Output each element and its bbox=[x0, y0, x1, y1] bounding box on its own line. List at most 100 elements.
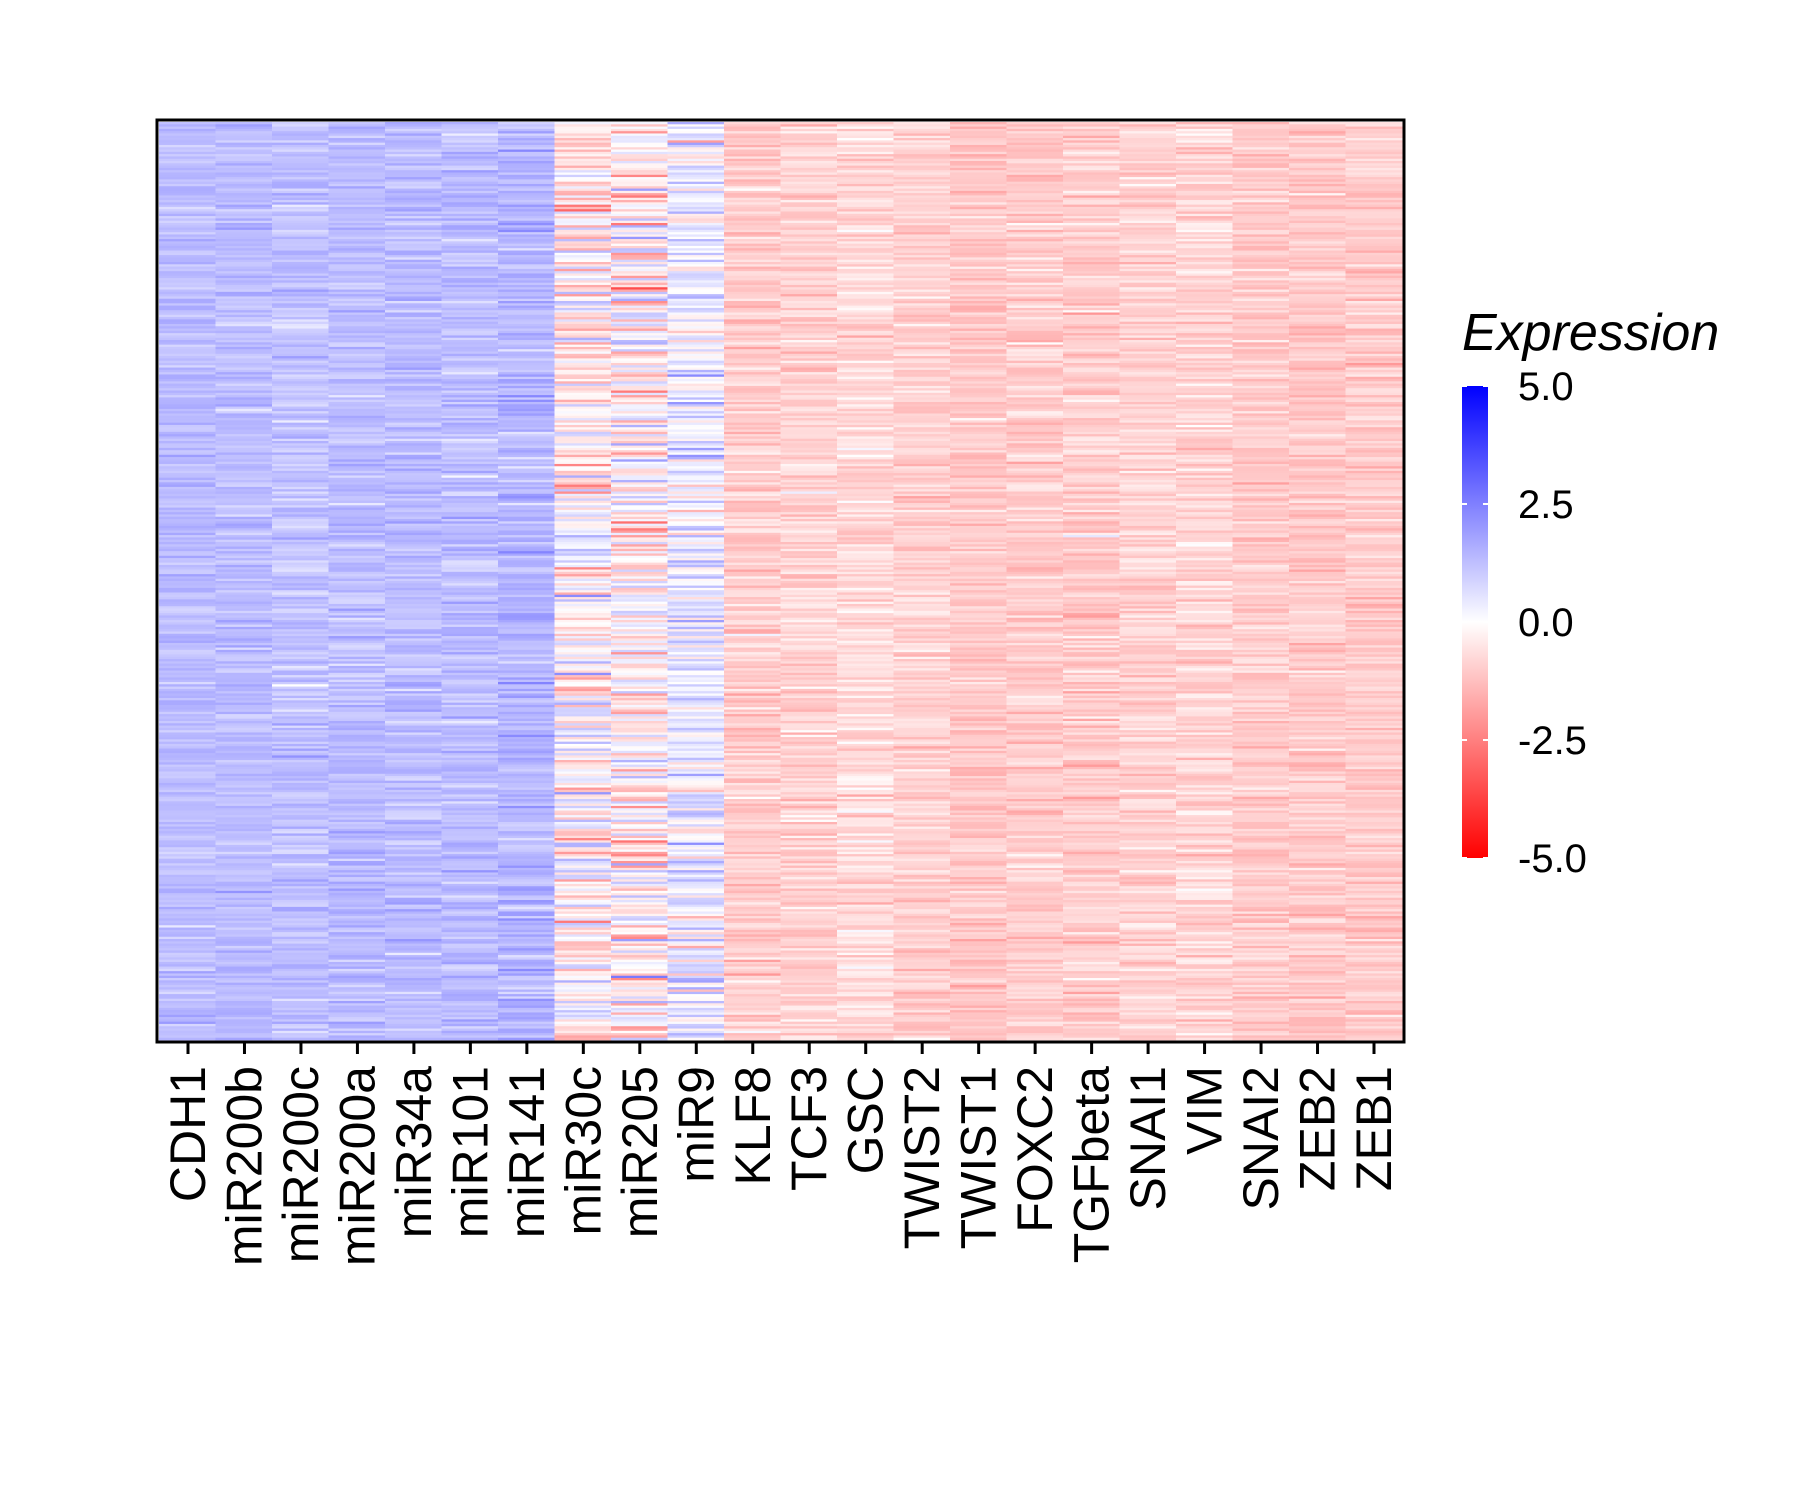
heatmap-cell bbox=[724, 250, 782, 254]
heatmap-cell bbox=[272, 879, 330, 883]
heatmap-cell bbox=[724, 484, 782, 488]
heatmap-cell bbox=[780, 156, 838, 160]
heatmap-cell bbox=[272, 702, 330, 706]
heatmap-cell bbox=[780, 594, 838, 598]
heatmap-cell bbox=[498, 606, 556, 609]
heatmap-cell bbox=[328, 659, 386, 662]
heatmap-cell bbox=[498, 335, 556, 339]
heatmap-cell bbox=[780, 626, 838, 630]
heatmap-cell bbox=[667, 450, 725, 453]
heatmap-cell bbox=[385, 452, 443, 456]
heatmap-cell bbox=[780, 424, 838, 428]
heatmap-cell bbox=[724, 507, 782, 511]
heatmap-cell bbox=[611, 631, 669, 635]
heatmap-cell bbox=[385, 721, 443, 724]
heatmap-cell bbox=[328, 592, 386, 596]
heatmap-cell bbox=[724, 466, 782, 469]
heatmap-cell bbox=[554, 851, 612, 855]
heatmap-cell bbox=[328, 964, 386, 967]
heatmap-cell bbox=[385, 851, 443, 855]
heatmap-cell bbox=[611, 401, 669, 405]
heatmap-cell bbox=[554, 1037, 612, 1041]
heatmap-cell bbox=[272, 918, 330, 922]
heatmap-cell bbox=[385, 780, 443, 784]
heatmap-cell bbox=[554, 932, 612, 935]
heatmap-cell bbox=[780, 122, 838, 125]
heatmap-cell bbox=[385, 250, 443, 254]
heatmap-cell bbox=[215, 457, 273, 460]
heatmap-cell bbox=[837, 197, 895, 201]
heatmap-cell bbox=[611, 1000, 669, 1004]
heatmap-cell bbox=[272, 525, 330, 529]
heatmap-cell bbox=[441, 567, 499, 570]
heatmap-cell bbox=[498, 922, 556, 926]
heatmap-cell bbox=[837, 323, 895, 327]
heatmap-cell bbox=[272, 555, 330, 559]
heatmap-cell bbox=[667, 418, 725, 421]
heatmap-cell bbox=[328, 640, 386, 644]
heatmap-cell bbox=[837, 186, 895, 189]
heatmap-cell bbox=[159, 138, 217, 141]
heatmap-cell bbox=[554, 601, 612, 605]
heatmap-cell bbox=[554, 337, 612, 341]
heatmap-cell bbox=[385, 927, 443, 931]
heatmap-cell bbox=[554, 317, 612, 320]
heatmap-cell bbox=[215, 778, 273, 782]
heatmap-cell bbox=[272, 541, 330, 545]
heatmap-cell bbox=[554, 578, 612, 582]
heatmap-cell bbox=[667, 213, 725, 217]
heatmap-cell bbox=[441, 475, 499, 479]
heatmap-cell bbox=[385, 142, 443, 146]
heatmap-cell bbox=[780, 177, 838, 180]
heatmap-cell bbox=[611, 273, 669, 277]
heatmap-cell bbox=[385, 895, 443, 899]
heatmap-cell bbox=[724, 826, 782, 830]
heatmap-cell bbox=[272, 154, 330, 157]
heatmap-cell bbox=[837, 379, 895, 382]
heatmap-cell bbox=[724, 952, 782, 956]
heatmap-cell bbox=[385, 328, 443, 332]
heatmap-cell bbox=[385, 932, 443, 935]
heatmap-cell bbox=[724, 349, 782, 352]
heatmap-cell bbox=[611, 599, 669, 603]
heatmap-cell bbox=[272, 248, 330, 251]
heatmap-cell bbox=[667, 519, 725, 522]
heatmap-cell bbox=[554, 138, 612, 141]
heatmap-cell bbox=[159, 948, 217, 951]
heatmap-cell bbox=[441, 468, 499, 472]
heatmap-cell bbox=[385, 996, 443, 1000]
heatmap-cell bbox=[272, 854, 330, 857]
heatmap-cell bbox=[385, 514, 443, 518]
heatmap-cell bbox=[498, 1017, 556, 1020]
heatmap-cell bbox=[159, 310, 217, 313]
heatmap-cell bbox=[328, 291, 386, 295]
heatmap-cell bbox=[272, 856, 330, 860]
heatmap-cell bbox=[328, 948, 386, 951]
heatmap-cell bbox=[498, 470, 556, 474]
heatmap-cell bbox=[385, 397, 443, 401]
heatmap-cell bbox=[272, 404, 330, 407]
heatmap-cell bbox=[724, 539, 782, 543]
heatmap-cell bbox=[441, 236, 499, 240]
heatmap-cell bbox=[780, 392, 838, 396]
heatmap-cell bbox=[837, 537, 895, 541]
heatmap-cell bbox=[159, 319, 217, 323]
heatmap-cell bbox=[667, 484, 725, 488]
heatmap-cell bbox=[272, 505, 330, 508]
heatmap-cell bbox=[159, 473, 217, 476]
heatmap-cell bbox=[611, 603, 669, 607]
heatmap-cell bbox=[667, 750, 725, 754]
heatmap-cell bbox=[272, 587, 330, 591]
heatmap-cell bbox=[837, 493, 895, 497]
heatmap-cell bbox=[498, 461, 556, 465]
heatmap-cell bbox=[724, 902, 782, 905]
heatmap-cell bbox=[498, 718, 556, 722]
heatmap-cell bbox=[385, 264, 443, 267]
heatmap-cell bbox=[837, 372, 895, 375]
heatmap-cell bbox=[780, 340, 838, 343]
heatmap-cell bbox=[554, 179, 612, 183]
heatmap-cell bbox=[724, 904, 782, 908]
heatmap-cell bbox=[554, 659, 612, 662]
heatmap-cell bbox=[272, 193, 330, 196]
heatmap-cell bbox=[159, 980, 217, 984]
